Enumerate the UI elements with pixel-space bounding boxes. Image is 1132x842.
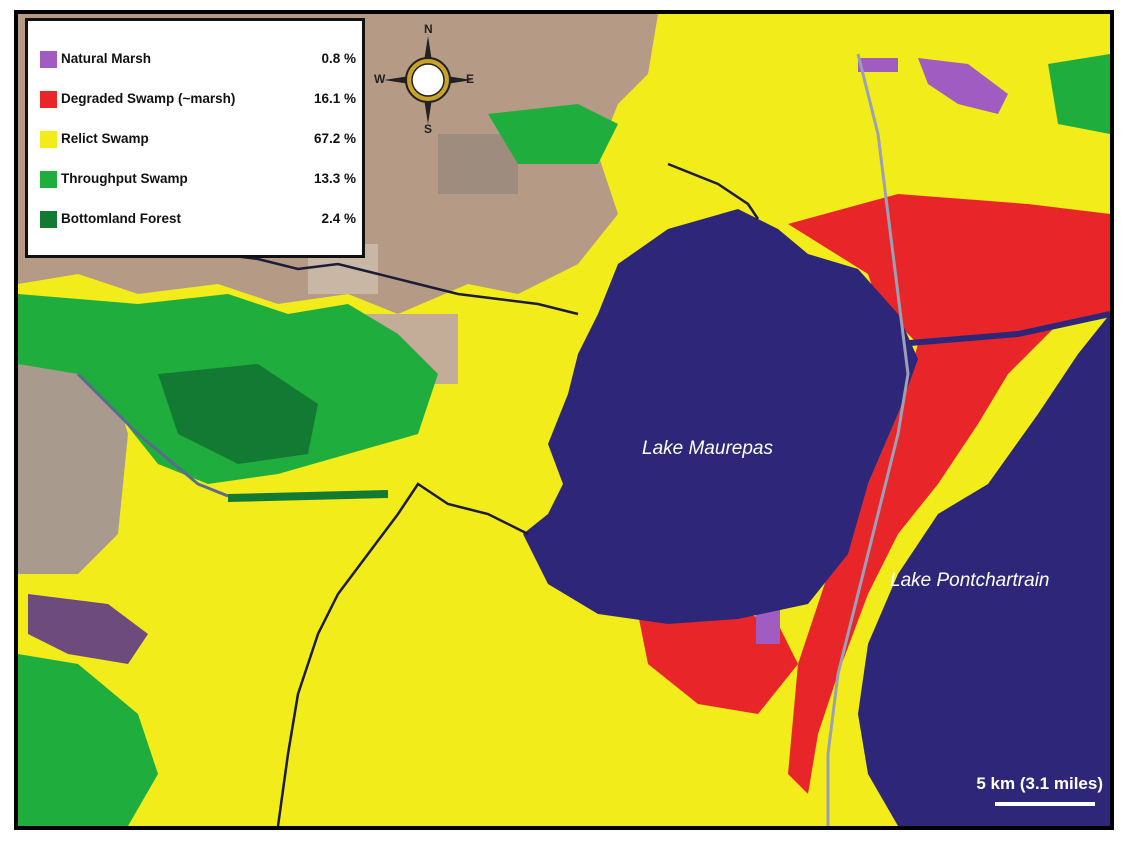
compass-rose: N E S W xyxy=(374,22,478,136)
legend-label: Relict Swamp xyxy=(61,131,149,146)
legend-label: Natural Marsh xyxy=(61,51,152,66)
legend-item-degraded-swamp: Degraded Swamp (~marsh) 16.1 % xyxy=(40,89,356,111)
map-frame: Natural Marsh 0.8 % Degraded Swamp (~mar… xyxy=(14,10,1114,830)
legend-item-relict-swamp: Relict Swamp 67.2 % xyxy=(40,129,356,151)
legend-swatch xyxy=(40,211,57,228)
lake-maurepas-water xyxy=(523,209,918,624)
natural-marsh-area xyxy=(28,594,148,664)
compass-icon xyxy=(384,36,472,124)
legend-percent: 2.4 % xyxy=(321,211,356,226)
river xyxy=(276,482,529,826)
legend: Natural Marsh 0.8 % Degraded Swamp (~mar… xyxy=(25,18,365,258)
legend-percent: 13.3 % xyxy=(313,171,356,186)
natural-marsh-area xyxy=(858,58,898,72)
throughput-swamp-area xyxy=(488,104,618,164)
natural-marsh-area xyxy=(918,58,1008,114)
compass-west: W xyxy=(374,72,386,86)
legend-percent: 67.2 % xyxy=(313,131,356,146)
lake-pontchartrain-water xyxy=(858,314,1110,826)
legend-swatch xyxy=(40,171,57,188)
legend-item-bottomland-forest: Bottomland Forest 2.4 % xyxy=(40,209,356,231)
highway xyxy=(76,372,229,498)
legend-label: Throughput Swamp xyxy=(61,171,188,186)
label-lake-maurepas: Lake Maurepas xyxy=(642,438,773,459)
throughput-swamp-area xyxy=(1048,54,1110,134)
legend-label: Degraded Swamp (~marsh) xyxy=(61,91,236,106)
river xyxy=(667,162,760,220)
compass-north: N xyxy=(424,22,433,36)
legend-percent: 0.8 % xyxy=(321,51,356,66)
bottomland-forest-area xyxy=(228,490,388,502)
legend-percent: 16.1 % xyxy=(313,91,356,106)
legend-item-natural-marsh: Natural Marsh 0.8 % xyxy=(40,49,356,71)
compass-south: S xyxy=(424,122,433,136)
scale-bar: 5 km (3.1 miles) xyxy=(933,774,1103,814)
wetland-map xyxy=(18,14,1110,826)
legend-swatch xyxy=(40,91,57,108)
scale-bar-line xyxy=(995,802,1095,806)
pass-channel xyxy=(897,311,1110,347)
highway xyxy=(826,53,910,826)
legend-swatch xyxy=(40,51,57,68)
agricultural-patch xyxy=(438,134,518,194)
scale-label: 5 km (3.1 miles) xyxy=(976,774,1103,793)
legend-label: Bottomland Forest xyxy=(61,211,181,226)
label-lake-pontchartrain: Lake Pontchartrain xyxy=(890,570,1050,591)
degraded-swamp-area xyxy=(788,194,1110,794)
throughput-swamp-area xyxy=(18,654,158,826)
degraded-swamp-area xyxy=(878,264,998,334)
compass-east: E xyxy=(466,72,475,86)
bottomland-forest-area xyxy=(158,364,318,464)
legend-item-throughput-swamp: Throughput Swamp 13.3 % xyxy=(40,169,356,191)
legend-swatch xyxy=(40,131,57,148)
